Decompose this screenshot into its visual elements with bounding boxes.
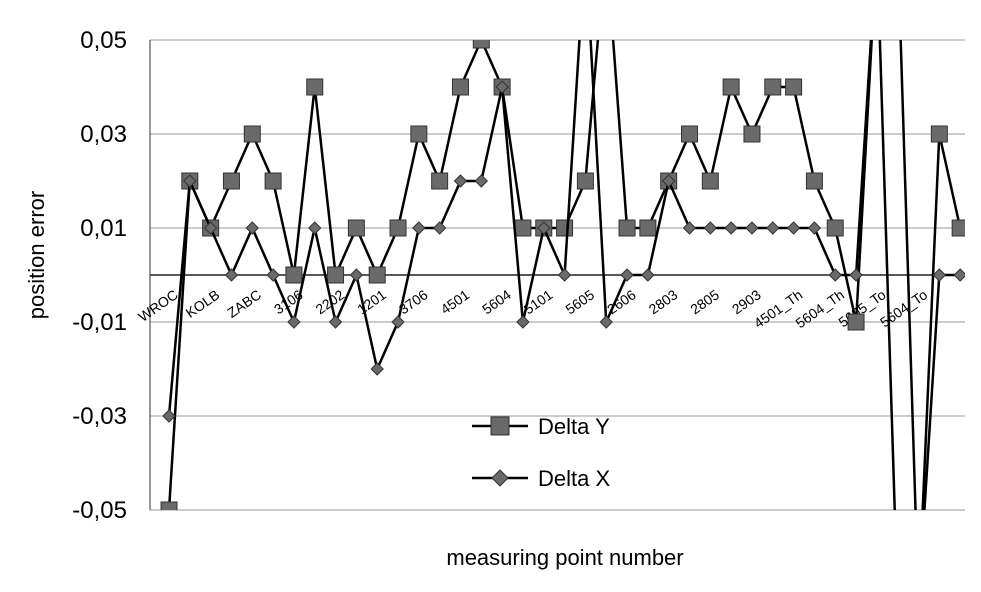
data-point-delta-x [203,221,218,235]
data-point-delta-y [701,172,719,190]
data-point-delta-x [828,268,842,282]
data-point-delta-x [537,221,551,235]
series-delta-x [162,40,965,510]
legend: Delta Y Delta X [472,414,610,491]
data-point-delta-y [264,172,282,190]
data-point-delta-x [412,221,426,235]
data-point-delta-x [807,221,822,235]
x-tick-label: 5605 [562,286,597,317]
data-point-delta-x [453,174,468,188]
data-point-delta-y [785,78,803,96]
data-point-delta-x [661,174,676,188]
y-tick-label: -0,05 [72,497,127,524]
y-tick-label: 0,05 [80,27,127,54]
x-tick-label: 5604_To [877,286,930,330]
data-point-delta-x [391,315,405,329]
y-tick-label: 0,03 [80,121,127,148]
data-point-delta-x [432,221,447,235]
data-point-delta-y [222,172,240,190]
data-point-delta-y [327,266,345,284]
series-layer [160,40,965,510]
data-point-delta-y [618,219,636,237]
x-axis-ticks: WROC KOLB ZABC 3106 2202 1201 3706 4501 5604 5101… [135,286,930,331]
x-tick-label: 2805 [687,286,722,317]
data-point-delta-x [620,268,634,282]
data-point-delta-y [576,172,594,190]
data-point-delta-x [308,221,322,235]
data-point-delta-y [743,125,761,143]
data-point-delta-x [370,362,384,376]
data-point-delta-x [703,221,718,235]
data-point-delta-y [431,172,449,190]
data-point-delta-x [328,315,343,329]
data-point-delta-x [224,268,239,282]
x-axis-title: measuring point number [446,545,683,570]
data-point-delta-x [682,221,697,235]
data-point-delta-y [847,313,865,331]
y-tick-label: -0,01 [72,309,127,336]
data-point-delta-x [495,80,509,94]
data-point-delta-y [722,78,740,96]
data-point-delta-y [514,219,532,237]
y-axis-title: position error [24,191,49,319]
data-point-delta-x [745,221,759,235]
data-point-delta-x [786,221,801,235]
data-point-delta-y [410,125,428,143]
legend-marker-delta-x [491,469,509,487]
legend-marker-delta-y [490,416,510,436]
data-point-delta-x [287,315,301,329]
x-tick-label: 4501 [438,286,473,317]
data-point-delta-y [285,266,303,284]
data-point-delta-y [681,125,698,143]
series-delta-y [160,40,965,510]
x-tick-label: 5604 [479,286,514,317]
data-point-delta-y [347,219,365,237]
data-point-delta-x [766,221,780,235]
data-point-delta-y [306,78,324,96]
data-point-delta-x [474,174,489,188]
data-point-delta-x [162,409,176,423]
data-point-delta-y [764,78,782,96]
data-point-delta-x [266,268,280,282]
data-point-delta-y [826,219,844,237]
data-point-delta-y [160,501,178,510]
data-point-delta-x [932,268,947,282]
data-point-delta-y [639,219,657,237]
data-point-delta-x [245,221,259,235]
data-point-delta-x [849,268,863,282]
data-point-delta-x [953,268,965,282]
data-point-delta-x [724,221,738,235]
legend-item-delta-y: Delta Y [472,414,610,439]
data-point-delta-y [451,78,469,96]
data-point-delta-y [368,266,386,284]
data-point-delta-x [516,315,530,329]
y-tick-label: -0,03 [72,403,127,430]
data-point-delta-x [183,174,197,188]
data-point-delta-x [557,268,572,282]
y-tick-label: 0,01 [80,215,127,242]
data-point-delta-x [641,268,655,282]
data-point-delta-y [472,40,490,49]
legend-label-delta-x: Delta X [538,466,610,491]
x-tick-label: 2803 [646,286,681,317]
data-point-delta-x [599,315,613,329]
data-point-delta-y [243,125,261,143]
x-tick-label: KOLB [183,286,223,321]
data-point-delta-y [930,125,948,143]
legend-label-delta-y: Delta Y [538,414,610,439]
data-point-delta-y [951,219,965,237]
legend-item-delta-x: Delta X [472,466,610,491]
data-point-delta-x [349,268,364,282]
data-point-delta-y [389,219,407,237]
data-point-delta-y [805,172,823,190]
y-axis-ticks: -0,05 -0,03 -0,01 0,01 0,03 0,05 [72,27,127,524]
x-tick-label: ZABC [224,286,264,321]
data-point-delta-y [556,219,574,237]
x-tick-label: WROC [135,286,180,325]
